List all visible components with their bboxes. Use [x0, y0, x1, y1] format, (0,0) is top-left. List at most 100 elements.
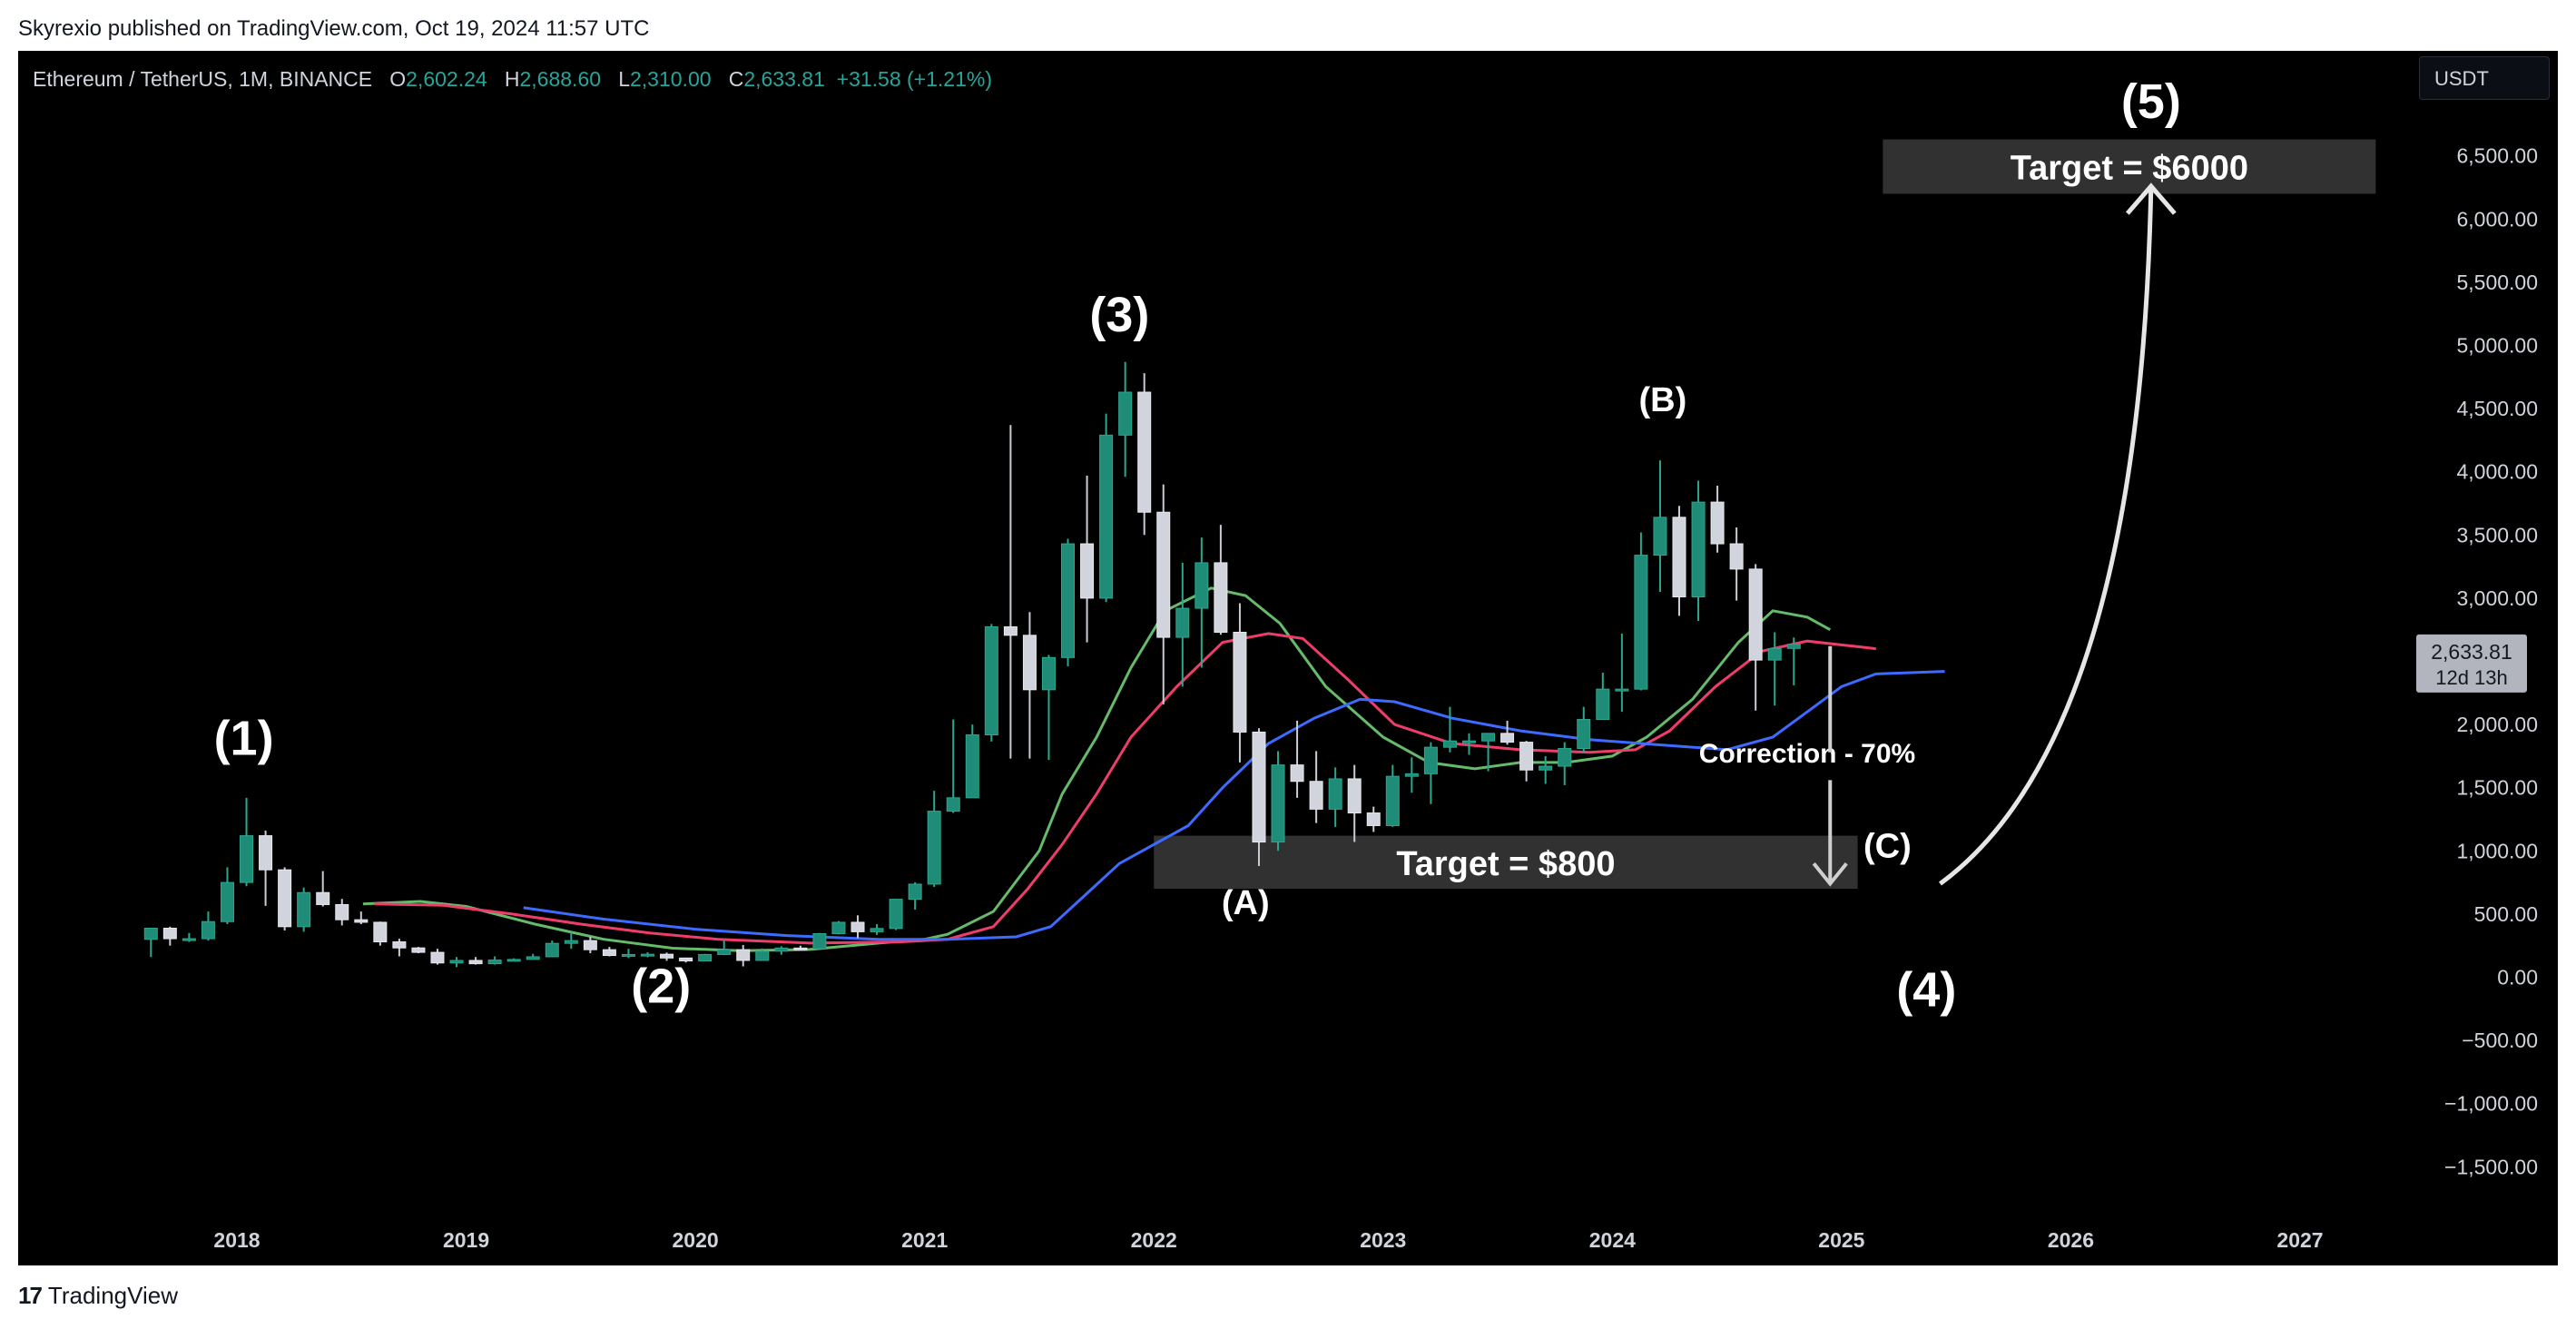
- candle: [1175, 562, 1190, 687]
- candle-body: [1729, 543, 1744, 570]
- candle-body: [831, 921, 846, 934]
- target-800-box: [1154, 835, 1858, 890]
- candle-body: [1653, 517, 1667, 556]
- candle: [1634, 532, 1648, 691]
- candle: [1099, 413, 1114, 603]
- projection-arrow-head: [2125, 182, 2177, 215]
- candle-body: [621, 953, 635, 957]
- candle-body: [1558, 748, 1572, 767]
- candle-body: [850, 921, 865, 932]
- x-tick-label: 2027: [2276, 1228, 2323, 1252]
- candle: [736, 945, 751, 967]
- chart-panel[interactable]: (1) (2) (3) (4) (5) (A) (B) (C) Target = $800 Tar…: [18, 51, 2558, 1265]
- y-tick-label: 0.00: [2497, 966, 2538, 989]
- tradingview-brand[interactable]: TradingView: [47, 1282, 178, 1309]
- last-price-countdown: 12d 13h: [2435, 666, 2508, 689]
- candle: [1748, 564, 1763, 711]
- chart-svg[interactable]: (1) (2) (3) (4) (5) (A) (B) (C) Target = $800 Tar…: [18, 51, 2558, 1265]
- last-price-tag: [2416, 634, 2527, 693]
- candle: [583, 936, 597, 954]
- ma-line-blue: [523, 670, 1945, 941]
- candle-body: [240, 835, 254, 883]
- candle-body: [1748, 568, 1763, 661]
- candle-body: [602, 949, 616, 957]
- candle: [449, 957, 464, 968]
- candle-body: [1271, 764, 1285, 843]
- time-axis: [18, 1213, 2558, 1265]
- candle-body: [908, 883, 922, 901]
- candle: [1442, 706, 1457, 753]
- candle-body: [1195, 562, 1209, 609]
- correction-label: Correction - 70%: [1699, 739, 1915, 769]
- candle: [1729, 527, 1744, 601]
- candle: [545, 940, 559, 958]
- candle: [1214, 525, 1228, 635]
- candle-body: [259, 835, 273, 871]
- candle: [984, 624, 998, 742]
- candle: [506, 958, 521, 962]
- y-tick-label: 6,500.00: [2456, 144, 2538, 168]
- candle-body: [965, 734, 979, 799]
- y-tick-label: 5,500.00: [2456, 271, 2538, 294]
- candle: [660, 952, 674, 961]
- wave-label-b: (B): [1639, 381, 1687, 419]
- x-tick-label: 2019: [443, 1228, 489, 1252]
- candle-body: [1175, 607, 1190, 638]
- candle: [278, 867, 292, 930]
- candle: [1118, 361, 1133, 477]
- candle: [927, 791, 941, 887]
- y-tick-label: 3,500.00: [2456, 523, 2538, 546]
- target-6000-label: Target = $6000: [2011, 150, 2248, 188]
- candle-body: [564, 940, 578, 944]
- candle: [411, 947, 426, 954]
- candle: [812, 932, 827, 950]
- candle: [1366, 806, 1381, 832]
- candle-body: [1577, 719, 1591, 750]
- candle-body: [316, 891, 330, 905]
- candle-body: [1539, 765, 1553, 771]
- candle-body: [373, 921, 388, 943]
- candle-body: [1214, 562, 1228, 633]
- candle: [354, 911, 369, 925]
- candle-body: [506, 959, 521, 962]
- candle-body: [774, 947, 789, 952]
- legend-open: 2,602.24: [406, 67, 487, 91]
- legend-h-label: H: [504, 67, 520, 91]
- candle: [335, 899, 349, 926]
- candle-body: [1118, 391, 1133, 436]
- correction-arrow-head: [1812, 861, 1848, 887]
- candle-body: [1767, 648, 1782, 661]
- candle-body: [717, 949, 732, 955]
- candle: [316, 871, 330, 907]
- candle-body: [889, 899, 903, 930]
- candle-body: [143, 927, 158, 940]
- candle-body: [1461, 740, 1476, 743]
- candle-body: [984, 625, 998, 736]
- candle: [240, 797, 254, 887]
- candle-body: [1404, 773, 1419, 777]
- candle: [717, 940, 732, 956]
- candle: [1041, 655, 1056, 761]
- last-price-label: 2,633.81: [2431, 640, 2512, 664]
- wave-label-1: (1): [214, 712, 274, 766]
- symbol-legend: Ethereum / TetherUS, 1M, BINANCE O2,602.…: [33, 67, 992, 92]
- candle-body: [755, 950, 770, 961]
- candle: [162, 926, 177, 946]
- candle: [698, 953, 713, 962]
- candle: [1710, 486, 1725, 553]
- candle: [1786, 637, 1801, 685]
- candle: [468, 957, 483, 965]
- target-6000-box: [1883, 139, 2376, 194]
- candle-body: [392, 941, 407, 949]
- candle-body: [201, 920, 215, 940]
- candle-body: [487, 960, 502, 965]
- candle-body: [449, 960, 464, 964]
- x-tick-label: 2018: [213, 1228, 260, 1252]
- candle-body: [1137, 391, 1152, 513]
- candle: [220, 867, 234, 925]
- currency-button[interactable]: USDT: [2419, 56, 2550, 100]
- candle: [297, 887, 311, 932]
- candle: [564, 931, 578, 950]
- candle-body: [354, 919, 369, 923]
- candle-body: [430, 951, 445, 964]
